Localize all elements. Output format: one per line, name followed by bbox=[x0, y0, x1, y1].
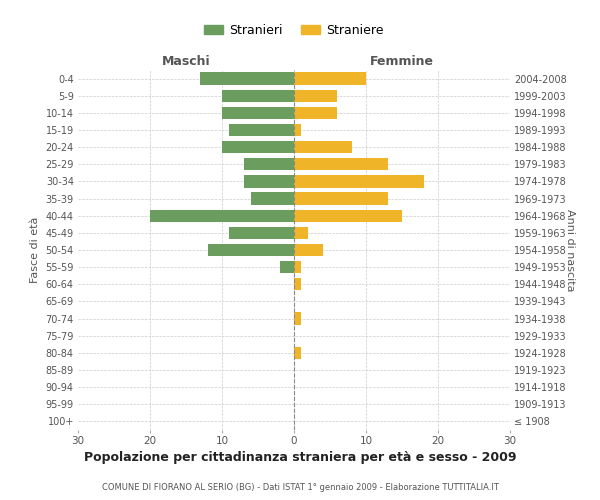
Bar bbox=[229, 124, 294, 136]
Bar bbox=[244, 158, 294, 170]
Bar bbox=[294, 261, 301, 274]
Bar bbox=[294, 346, 301, 359]
Bar bbox=[294, 312, 301, 324]
Bar bbox=[294, 141, 352, 154]
Bar bbox=[294, 192, 388, 204]
Bar bbox=[222, 90, 294, 102]
Text: COMUNE DI FIORANO AL SERIO (BG) - Dati ISTAT 1° gennaio 2009 - Elaborazione TUTT: COMUNE DI FIORANO AL SERIO (BG) - Dati I… bbox=[101, 483, 499, 492]
Bar bbox=[294, 72, 366, 85]
Text: Maschi: Maschi bbox=[161, 56, 211, 68]
Y-axis label: Fasce di età: Fasce di età bbox=[30, 217, 40, 283]
Bar bbox=[294, 124, 301, 136]
Bar bbox=[222, 106, 294, 119]
Bar bbox=[150, 210, 294, 222]
Bar bbox=[294, 106, 337, 119]
Y-axis label: Anni di nascita: Anni di nascita bbox=[565, 209, 575, 291]
Text: Popolazione per cittadinanza straniera per età e sesso - 2009: Popolazione per cittadinanza straniera p… bbox=[84, 451, 516, 464]
Bar bbox=[229, 226, 294, 239]
Bar bbox=[294, 90, 337, 102]
Bar bbox=[294, 176, 424, 188]
Bar bbox=[244, 176, 294, 188]
Legend: Stranieri, Straniere: Stranieri, Straniere bbox=[199, 18, 389, 42]
Bar bbox=[222, 141, 294, 154]
Bar bbox=[208, 244, 294, 256]
Bar bbox=[280, 261, 294, 274]
Bar bbox=[251, 192, 294, 204]
Bar bbox=[294, 226, 308, 239]
Bar bbox=[294, 158, 388, 170]
Bar bbox=[294, 210, 402, 222]
Bar bbox=[294, 244, 323, 256]
Bar bbox=[200, 72, 294, 85]
Bar bbox=[294, 278, 301, 290]
Text: Femmine: Femmine bbox=[370, 56, 434, 68]
